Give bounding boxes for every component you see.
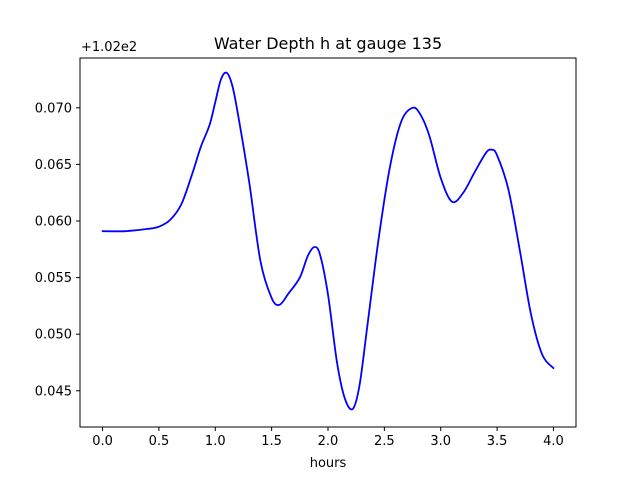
water-depth-series-line bbox=[101, 71, 555, 411]
x-tick-label: 1.0 bbox=[205, 434, 226, 449]
y-tick-label: 0.065 bbox=[35, 158, 72, 173]
x-tick-label: 3.0 bbox=[430, 434, 451, 449]
x-axis-ticks: 0.0 0.5 1.0 1.5 2.0 2.5 3.0 3.5 4.0 bbox=[92, 427, 564, 449]
plot-area-frame bbox=[79, 57, 577, 428]
y-axis-offset-label: +1.02e2 bbox=[81, 40, 137, 55]
x-tick-label: 4.0 bbox=[543, 434, 564, 449]
y-tick-label: 0.045 bbox=[35, 384, 72, 399]
x-tick-label: 1.5 bbox=[261, 434, 282, 449]
y-axis-ticks: 0.045 0.050 0.055 0.060 0.065 0.070 bbox=[35, 101, 80, 399]
x-axis-label: hours bbox=[310, 456, 347, 471]
y-tick-label: 0.055 bbox=[35, 271, 72, 286]
y-tick-label: 0.060 bbox=[35, 214, 72, 229]
x-tick-label: 0.5 bbox=[149, 434, 170, 449]
x-tick-label: 0.0 bbox=[92, 434, 113, 449]
x-tick-label: 2.5 bbox=[374, 434, 395, 449]
x-tick-label: 2.0 bbox=[318, 434, 339, 449]
chart-title: Water Depth h at gauge 135 bbox=[214, 34, 442, 53]
y-tick-label: 0.050 bbox=[35, 328, 72, 343]
x-tick-label: 3.5 bbox=[487, 434, 508, 449]
series-layer bbox=[101, 71, 555, 411]
y-tick-label: 0.070 bbox=[35, 101, 72, 116]
